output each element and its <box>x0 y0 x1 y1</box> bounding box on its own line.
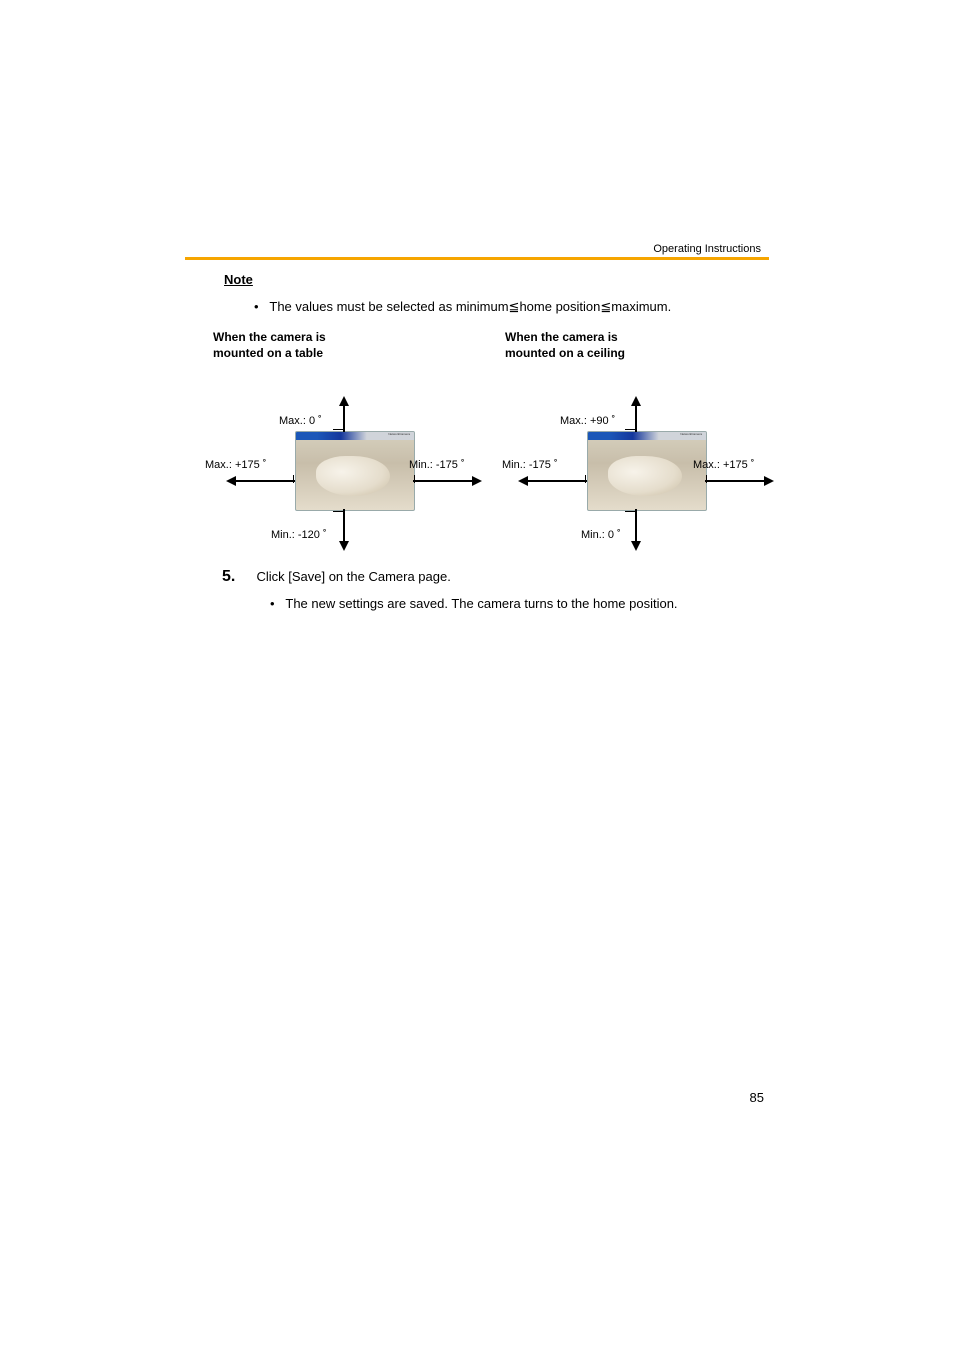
label-left: Min.: -175 ˚ <box>502 459 558 471</box>
arrow-left-head-icon <box>226 476 236 486</box>
arrow-down-shaft <box>635 509 637 542</box>
note-bullet: • The values must be selected as minimum… <box>254 299 769 315</box>
diagram-title-line2: mounted on a table <box>213 346 323 360</box>
step-sub-text: The new settings are saved. The camera t… <box>285 596 677 611</box>
arrow-down-head-icon <box>339 541 349 551</box>
label-right: Max.: +175 ˚ <box>693 459 754 471</box>
arrow-left-shaft <box>235 480 295 482</box>
diagram-title-line1: When the camera is <box>213 330 326 344</box>
page-number: 85 <box>750 1090 764 1105</box>
header-right-text: Operating Instructions <box>653 243 761 255</box>
tick-left <box>585 475 586 483</box>
note-bullet-text: The values must be selected as minimum≦h… <box>269 299 671 314</box>
arrow-up-shaft <box>343 405 345 432</box>
camera-preview-image: NetworkCamera <box>295 431 415 511</box>
header-rule <box>185 257 769 260</box>
arrow-left-head-icon <box>518 476 528 486</box>
label-bottom: Min.: 0 ˚ <box>581 529 621 541</box>
arrow-down-head-icon <box>631 541 641 551</box>
diagram-ceiling-mount: When the camera is mounted on a ceiling … <box>505 330 777 547</box>
tick-right <box>414 475 415 483</box>
arrow-right-shaft <box>413 480 473 482</box>
arrow-up-head-icon <box>631 396 641 406</box>
label-top: Max.: 0 ˚ <box>279 415 322 427</box>
step-sub-bullet: • The new settings are saved. The camera… <box>270 596 769 611</box>
label-right: Min.: -175 ˚ <box>409 459 465 471</box>
arrow-right-head-icon <box>472 476 482 486</box>
step-number: 5. <box>222 568 252 586</box>
label-top: Max.: +90 ˚ <box>560 415 615 427</box>
arrow-down-shaft <box>343 509 345 542</box>
tick-bottom <box>625 511 635 512</box>
tick-top <box>625 429 635 430</box>
tick-top <box>333 429 343 430</box>
arrow-left-shaft <box>527 480 587 482</box>
tick-left <box>293 475 294 483</box>
diagram-table-mount: When the camera is mounted on a table Ne… <box>213 330 485 547</box>
arrow-up-shaft <box>635 405 637 432</box>
tick-bottom <box>333 511 343 512</box>
diagram-title-line1: When the camera is <box>505 330 618 344</box>
tick-right <box>706 475 707 483</box>
label-bottom: Min.: -120 ˚ <box>271 529 327 541</box>
step-text: Click [Save] on the Camera page. <box>256 569 450 584</box>
arrow-right-head-icon <box>764 476 774 486</box>
diagram-title-line2: mounted on a ceiling <box>505 346 625 360</box>
camera-preview-image: NetworkCamera <box>587 431 707 511</box>
label-left: Max.: +175 ˚ <box>205 459 266 471</box>
arrow-right-shaft <box>705 480 765 482</box>
note-title: Note <box>224 272 769 287</box>
arrow-up-head-icon <box>339 396 349 406</box>
